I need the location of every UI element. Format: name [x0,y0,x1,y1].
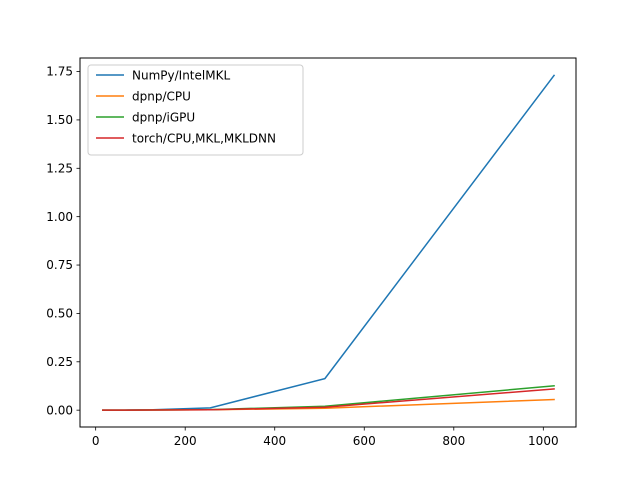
plot-area [102,74,556,411]
legend-label: dpnp/CPU [132,89,191,103]
y-tick-label: 0.75 [46,258,73,272]
y-tick-label: 0.25 [46,355,73,369]
legend-label: dpnp/iGPU [132,110,195,124]
y-tick-label: 1.25 [46,161,73,175]
y-tick-label: 1.50 [46,113,73,127]
x-axis: 0 200 400 600 800 1000 [92,427,559,448]
legend-label: torch/CPU,MKL,MKLDNN [132,131,276,145]
legend-box [87,64,304,156]
x-tick-label: 600 [353,434,376,448]
x-tick-label: 200 [174,434,197,448]
y-tick-label: 0.00 [46,403,73,417]
series-line-3 [102,388,555,411]
y-tick-label: 1.00 [46,210,73,224]
x-tick-label: 800 [442,434,465,448]
y-tick-label: 0.50 [46,307,73,321]
y-tick-label: 1.75 [46,65,73,79]
x-tick-label: 1000 [528,434,559,448]
legend-label: NumPy/IntelMKL [132,68,230,82]
axes-frame [79,57,577,428]
x-tick-label: 0 [92,434,100,448]
y-axis: 0.00 0.25 0.50 0.75 1.00 1.25 1.50 1.75 [46,65,80,417]
x-tick-label: 400 [263,434,286,448]
legend: NumPy/IntelMKL dpnp/CPU dpnp/iGPU torch/CPU… [87,64,304,156]
